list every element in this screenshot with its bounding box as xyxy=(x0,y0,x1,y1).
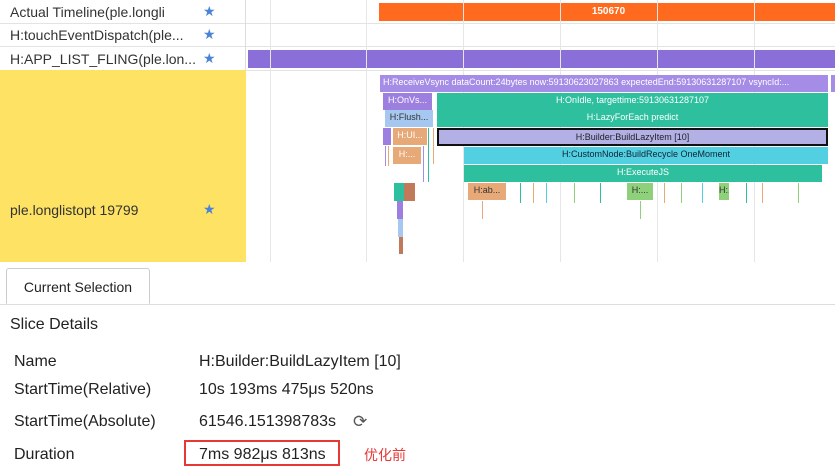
detail-key-name: Name xyxy=(14,353,57,370)
detail-value-duration: 7ms 982μs 813ns xyxy=(199,446,326,463)
custom-node-slice[interactable]: H:CustomNode:BuildRecycle OneMoment xyxy=(464,147,828,164)
trace-tick xyxy=(681,183,682,203)
small-purple-slice xyxy=(831,75,835,92)
grid-line xyxy=(366,0,367,262)
trace-tick xyxy=(640,201,641,219)
trace-block xyxy=(394,183,404,201)
execute-js-label: H:ExecuteJS xyxy=(616,167,670,177)
tab-bar: Current Selection xyxy=(0,262,835,305)
trace-tick xyxy=(433,128,434,164)
grid-line xyxy=(270,0,271,262)
trace-block xyxy=(404,183,415,201)
tab-current-selection[interactable]: Current Selection xyxy=(6,268,150,304)
refresh-icon[interactable]: ⟳ xyxy=(353,412,368,431)
h-slice-1-label: H:... xyxy=(631,185,649,195)
on-idle-label: H:OnIdle, targettime:59130631287107 xyxy=(555,95,710,105)
lane-process[interactable]: ple.longlistopt 19799 ★ xyxy=(0,70,835,262)
lane-label: ple.longlistopt 19799 ★ xyxy=(0,70,246,262)
purple-tick-slice xyxy=(383,128,391,145)
annotation-note: 优化前 xyxy=(364,447,406,463)
trace-block xyxy=(399,237,403,254)
trace-block xyxy=(398,219,403,237)
star-icon[interactable]: ★ xyxy=(203,50,216,66)
lazy-for-each-slice[interactable]: H:LazyForEach predict xyxy=(437,110,828,127)
custom-node-label: H:CustomNode:BuildRecycle OneMoment xyxy=(561,149,731,159)
trace-tick xyxy=(385,146,386,166)
trace-tick xyxy=(546,183,547,203)
actual-timeline-value: 150670 xyxy=(591,6,626,17)
star-icon[interactable]: ★ xyxy=(203,26,216,42)
trace-tick xyxy=(798,183,799,203)
on-idle-slice[interactable]: H:OnIdle, targettime:59130631287107 xyxy=(437,93,828,110)
lane-label-text: Actual Timeline(ple.longli xyxy=(10,4,165,20)
on-vsync-slice[interactable]: H:OnVs... xyxy=(383,93,432,110)
lane-actual-timeline[interactable]: Actual Timeline(ple.longli ★ 150670 xyxy=(0,0,835,24)
trace-tick xyxy=(423,146,424,182)
ui-slice[interactable]: H:UI... xyxy=(393,128,427,145)
detail-value-start-relative: 10s 193ms 475μs 520ns xyxy=(199,381,374,398)
lane-label-text: H:touchEventDispatch(ple... xyxy=(10,27,184,43)
lane-label: Actual Timeline(ple.longli ★ xyxy=(0,0,246,23)
duration-highlight-box xyxy=(184,440,340,466)
lane-label-text: ple.longlistopt 19799 xyxy=(10,202,139,218)
builder-label: H:Builder:BuildLazyItem [10] xyxy=(575,132,690,142)
flush-label: H:Flush... xyxy=(389,112,429,122)
on-vsync-label: H:OnVs... xyxy=(387,95,427,105)
detail-key-start-absolute: StartTime(Absolute) xyxy=(14,413,156,430)
lane-label-text: H:APP_LIST_FLING(ple.lon... xyxy=(10,51,195,67)
detail-value-start-absolute: 61546.151398783s xyxy=(199,413,337,430)
actual-timeline-slice[interactable]: 150670 xyxy=(379,3,835,21)
small-slice[interactable]: H:... xyxy=(393,147,421,164)
trace-tick xyxy=(762,183,763,203)
trace-tick xyxy=(482,201,483,219)
trace-tick xyxy=(664,183,665,203)
h-slice-2-label: H:... xyxy=(719,185,729,195)
trace-tick xyxy=(520,183,521,203)
trace-tick xyxy=(574,183,575,203)
small-label: H:... xyxy=(398,149,416,159)
fling-slice[interactable] xyxy=(248,50,835,68)
star-icon[interactable]: ★ xyxy=(203,3,216,19)
trace-tick xyxy=(533,183,534,203)
ui-label: H:UI... xyxy=(397,130,423,140)
trace-tick xyxy=(746,183,747,203)
lazy-for-each-label: H:LazyForEach predict xyxy=(586,112,679,122)
lane-label: H:touchEventDispatch(ple... ★ xyxy=(0,23,246,46)
builder-slice[interactable]: H:Builder:BuildLazyItem [10] xyxy=(437,128,828,146)
detail-key-duration: Duration xyxy=(14,446,75,463)
lane-app-list-fling[interactable]: H:APP_LIST_FLING(ple.lon... ★ xyxy=(0,46,835,71)
lane-label: H:APP_LIST_FLING(ple.lon... ★ xyxy=(0,46,246,70)
detail-value-name: H:Builder:BuildLazyItem [10] xyxy=(199,353,401,370)
star-icon[interactable]: ★ xyxy=(203,201,216,217)
detail-key-start-relative: StartTime(Relative) xyxy=(14,381,152,398)
slice-details-title: Slice Details xyxy=(10,316,99,333)
flush-slice[interactable]: H:Flush... xyxy=(385,110,433,127)
execute-js-slice[interactable]: H:ExecuteJS xyxy=(464,165,822,182)
trace-tick xyxy=(428,128,429,182)
lane-touch-event-dispatch[interactable]: H:touchEventDispatch(ple... ★ xyxy=(0,23,835,47)
trace-tick xyxy=(702,183,703,203)
trace-tick xyxy=(388,146,389,166)
h-slice-1[interactable]: H:... xyxy=(627,183,653,200)
trace-block xyxy=(397,201,403,219)
receive-vsync-slice[interactable]: H:ReceiveVsync dataCount:24bytes now:591… xyxy=(380,75,828,92)
h-slice-2[interactable]: H:... xyxy=(719,183,729,200)
ab-slice[interactable]: H:ab... xyxy=(468,183,506,200)
ab-label: H:ab... xyxy=(473,185,501,195)
receive-vsync-label: H:ReceiveVsync dataCount:24bytes now:591… xyxy=(383,77,790,87)
trace-tick xyxy=(600,183,601,203)
